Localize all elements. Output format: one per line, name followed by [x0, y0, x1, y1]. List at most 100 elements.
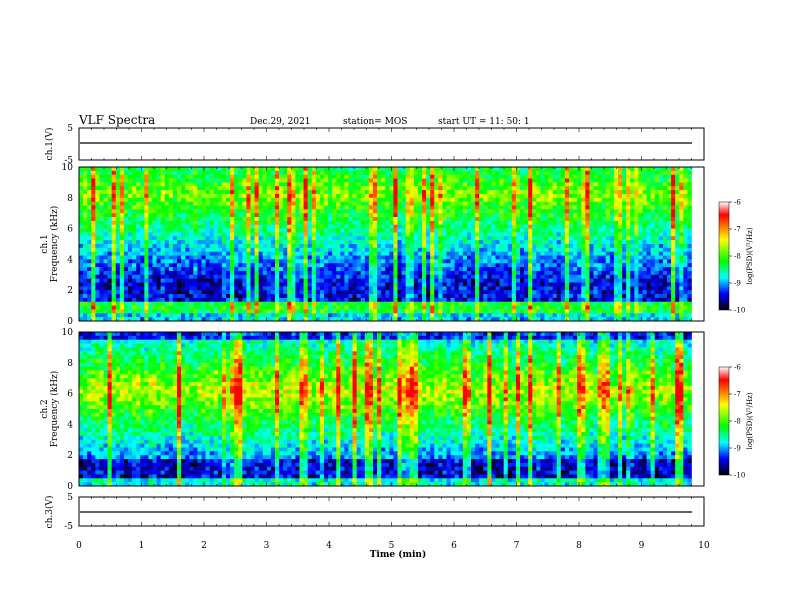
spectrogram-cell: [381, 178, 386, 183]
spectrogram-cell: [140, 193, 145, 199]
spectrogram-cell: [132, 251, 137, 256]
spectrogram-cell: [136, 182, 141, 187]
spectrogram-cell: [270, 290, 276, 295]
spectrogram-cell: [593, 170, 598, 175]
spectrogram-cell: [119, 182, 125, 187]
spectrogram-cell: [307, 217, 313, 222]
spectrogram-cell: [654, 170, 660, 175]
spectrogram-cell: [458, 217, 464, 222]
spectrogram-cell: [279, 170, 284, 175]
spectrogram-cell: [556, 217, 562, 222]
spectrogram-cell: [487, 282, 492, 287]
spectrogram-cell: [634, 167, 639, 172]
spectrogram-cell: [373, 217, 378, 222]
spectrogram-cell: [373, 232, 378, 237]
spectrogram-cell: [520, 286, 525, 291]
spectrogram-cell: [413, 267, 419, 272]
spectrogram-cell: [238, 270, 243, 276]
spectrogram-cell: [552, 190, 558, 195]
spectrogram-cell: [667, 201, 672, 206]
spectrogram-cell: [283, 290, 288, 295]
spectrogram-cell: [205, 267, 210, 272]
spectrogram-cell: [499, 190, 504, 195]
spectrogram-cell: [499, 251, 504, 256]
spectrogram-cell: [503, 274, 509, 279]
spectrogram-cell: [299, 201, 304, 206]
spectrogram-cell: [564, 240, 570, 245]
spectrogram-cell: [642, 190, 647, 195]
spectrogram-cell: [491, 290, 496, 295]
spectrogram-cell: [262, 182, 268, 187]
spectrogram-cell: [238, 236, 243, 241]
spectrogram-cell: [103, 251, 108, 256]
spectrogram-cell: [548, 167, 553, 172]
spectrogram-cell: [385, 178, 390, 183]
spectrogram-cell: [307, 209, 313, 214]
spectrogram-cell: [324, 220, 329, 226]
spectrogram-cell: [123, 240, 129, 245]
spectrogram-cell: [279, 201, 284, 206]
spectrogram-cell: [177, 240, 182, 245]
spectrogram-cell: [667, 224, 672, 229]
spectrogram-cell: [160, 228, 166, 233]
spectrogram-cell: [634, 255, 639, 260]
spectrogram-cell: [136, 224, 141, 229]
spectrogram-cell: [79, 217, 84, 222]
spectrogram-cell: [642, 170, 647, 175]
spectrogram-cell: [111, 290, 117, 295]
spectrogram-cell: [205, 247, 210, 252]
spectrogram-cell: [123, 209, 129, 214]
spectrogram-cell: [385, 232, 390, 237]
spectrogram-cell: [164, 267, 170, 272]
spectrogram-cell: [585, 201, 590, 206]
spectrogram-cell: [95, 224, 100, 229]
date-label: Dec.29, 2021: [250, 117, 311, 127]
spectrogram-cell: [287, 217, 292, 222]
spectrogram-cell: [328, 290, 333, 295]
spectrogram-cell: [413, 224, 419, 229]
spectrogram-cell: [569, 178, 574, 183]
spectrogram-cell: [634, 174, 639, 179]
spectrogram-cell: [144, 197, 149, 202]
spectrogram-cell: [405, 274, 411, 279]
spectrogram-cell: [144, 270, 149, 276]
spectrogram-cell: [613, 213, 619, 218]
spectrogram-cell: [324, 255, 329, 260]
spectrogram-cell: [528, 232, 533, 237]
spectrogram-cell: [221, 270, 227, 276]
spectrogram-cell: [397, 267, 402, 272]
spectrogram-cell: [528, 220, 533, 226]
spectrogram-cell: [279, 267, 284, 272]
spectrogram-cell: [438, 170, 443, 175]
spectrogram-cell: [295, 274, 300, 279]
spectrogram-cell: [564, 267, 570, 272]
spectrogram-cell: [221, 190, 227, 195]
spectrogram-cell: [283, 259, 288, 264]
spectrogram-cell: [381, 193, 386, 199]
spectrogram-cell: [221, 228, 227, 233]
spectrogram-cell: [111, 170, 117, 175]
spectrogram-cell: [123, 170, 129, 175]
spectrogram-cell: [95, 167, 100, 172]
spectrogram-cell: [503, 244, 509, 249]
spectrogram-cell: [524, 251, 529, 256]
spectrogram-cell: [217, 190, 223, 195]
spectrogram-cell: [646, 182, 651, 187]
spectrogram-cell: [466, 190, 472, 195]
spectrogram-cell: [148, 186, 153, 191]
spectrogram-cell: [573, 170, 578, 175]
spectrogram-cell: [258, 201, 264, 206]
spectrogram-cell: [552, 178, 558, 183]
spectrogram-cell: [475, 170, 480, 175]
spectrogram-cell: [671, 286, 676, 291]
spectrogram-cell: [250, 240, 255, 245]
spectrogram-cell: [201, 294, 206, 299]
spectrogram-cell: [585, 255, 590, 260]
spectrogram-cell: [422, 174, 427, 179]
spectrogram-cell: [352, 290, 357, 295]
spectrogram-cell: [315, 170, 321, 175]
spectrogram-cell: [181, 209, 186, 214]
spectrogram-cell: [528, 290, 533, 295]
spectrogram-cell: [475, 259, 480, 264]
spectrogram-cell: [107, 240, 112, 245]
